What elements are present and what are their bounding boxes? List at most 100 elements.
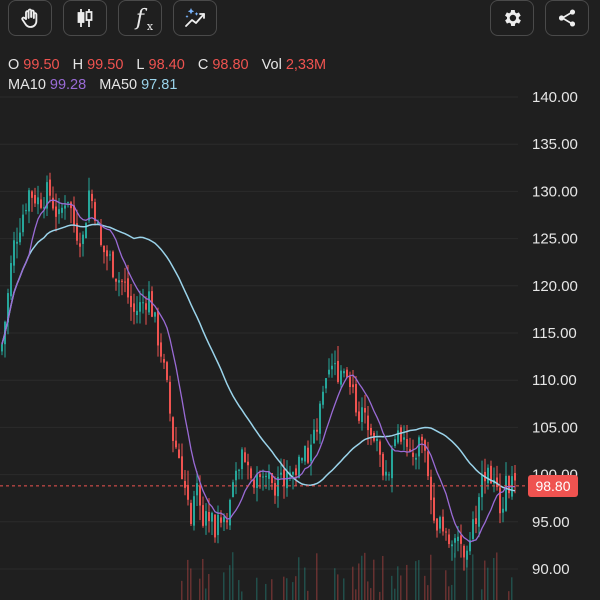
candle-body [463, 545, 465, 558]
candle-body [316, 429, 318, 432]
volume-bar [466, 553, 468, 600]
volume-bar [295, 576, 297, 600]
candle-body [166, 362, 168, 380]
candle-body [403, 437, 405, 440]
candle-body [415, 457, 417, 460]
y-tick-label: 130.00 [532, 183, 578, 200]
drawing-tools-button[interactable] [173, 0, 217, 36]
candle-body [118, 280, 120, 283]
candle-body [508, 475, 510, 494]
candle-body [370, 427, 372, 436]
hand-cursor-button[interactable] [8, 0, 52, 36]
candle-body [259, 474, 261, 477]
chart-type-button[interactable] [63, 0, 107, 36]
candle-body [157, 311, 159, 346]
volume-bar [343, 578, 345, 600]
candle-body [418, 437, 420, 457]
candle-body [430, 476, 432, 501]
candle-body [139, 302, 141, 312]
volume-bar [205, 588, 207, 600]
volume-bar [298, 557, 300, 600]
volume-bar [481, 589, 483, 600]
low-key: L [136, 57, 145, 73]
candle-body [10, 263, 12, 297]
volume-bar [238, 580, 240, 600]
candle-body [184, 481, 186, 488]
volume-bar [283, 576, 285, 600]
y-tick-label: 135.00 [532, 136, 578, 153]
volume-bar [379, 591, 381, 600]
candle-body [217, 514, 219, 536]
candle-body [124, 281, 126, 283]
volume-bar [241, 591, 243, 600]
share-icon [556, 7, 578, 29]
candle-body [478, 497, 480, 527]
candle-body [343, 371, 345, 374]
candle-body [352, 384, 354, 388]
candle-body [427, 451, 429, 477]
y-tick-label: 115.00 [532, 325, 577, 342]
candle-body [454, 538, 456, 543]
candle-body [406, 438, 408, 447]
candle-body [367, 415, 369, 431]
candle-body [466, 550, 468, 560]
share-button[interactable] [545, 0, 589, 36]
volume-bar [304, 567, 306, 600]
volume-bar [364, 552, 366, 600]
candle-body [235, 470, 237, 481]
candle-body [214, 514, 216, 538]
candle-body [187, 484, 189, 500]
candle-body [439, 517, 441, 529]
candle-body [37, 197, 39, 205]
volume-bar [199, 578, 201, 600]
y-tick-label: 105.00 [532, 419, 578, 436]
volume-bar [427, 585, 429, 600]
settings-button[interactable] [490, 0, 534, 36]
candle-body [13, 240, 15, 266]
candle-body [133, 303, 135, 312]
candle-body [22, 214, 24, 233]
volume-bar [394, 588, 396, 600]
candle-body [220, 517, 222, 523]
volume-value: 2,33M [285, 57, 327, 73]
candle-body [226, 520, 228, 523]
candle-body [58, 209, 60, 215]
ohlc-legend: O 99.50 H 99.50 L 98.40 C 98.80 Vol 2,33M MA1… [8, 55, 335, 95]
candle-body [385, 471, 387, 476]
candle-body [7, 293, 9, 323]
candle-body [328, 369, 330, 375]
volume-key: Vol [261, 57, 282, 73]
candle-body [394, 439, 396, 446]
candle-body [40, 199, 42, 208]
candle-body [115, 278, 117, 282]
candle-body [106, 250, 108, 257]
candle-body [91, 193, 93, 201]
volume-bar [256, 577, 258, 600]
candle-body [199, 485, 201, 506]
candle-body [379, 441, 381, 455]
candle-body [100, 225, 102, 245]
chart-grid [0, 96, 518, 570]
candle-body [487, 467, 489, 484]
hand-cursor-icon [18, 6, 42, 30]
volume-bar [307, 590, 309, 600]
volume-bar [382, 555, 384, 600]
volume-bar [232, 552, 234, 600]
volume-bar [361, 555, 363, 600]
ohlc-row: O 99.50 H 99.50 L 98.40 C 98.80 Vol 2,33M [8, 55, 335, 75]
candle-body [1, 344, 3, 352]
volume-bar [202, 558, 204, 600]
candle-body [52, 197, 54, 209]
candle-body [121, 280, 123, 282]
candle-body [277, 477, 279, 497]
candle-body [61, 207, 63, 213]
close-key: C [197, 57, 209, 73]
candle-body [88, 190, 90, 221]
gear-icon [501, 7, 523, 29]
volume-bar [223, 572, 225, 600]
volume-bar [358, 563, 360, 600]
ma50-line [1, 223, 516, 492]
volume-bars [181, 552, 513, 600]
